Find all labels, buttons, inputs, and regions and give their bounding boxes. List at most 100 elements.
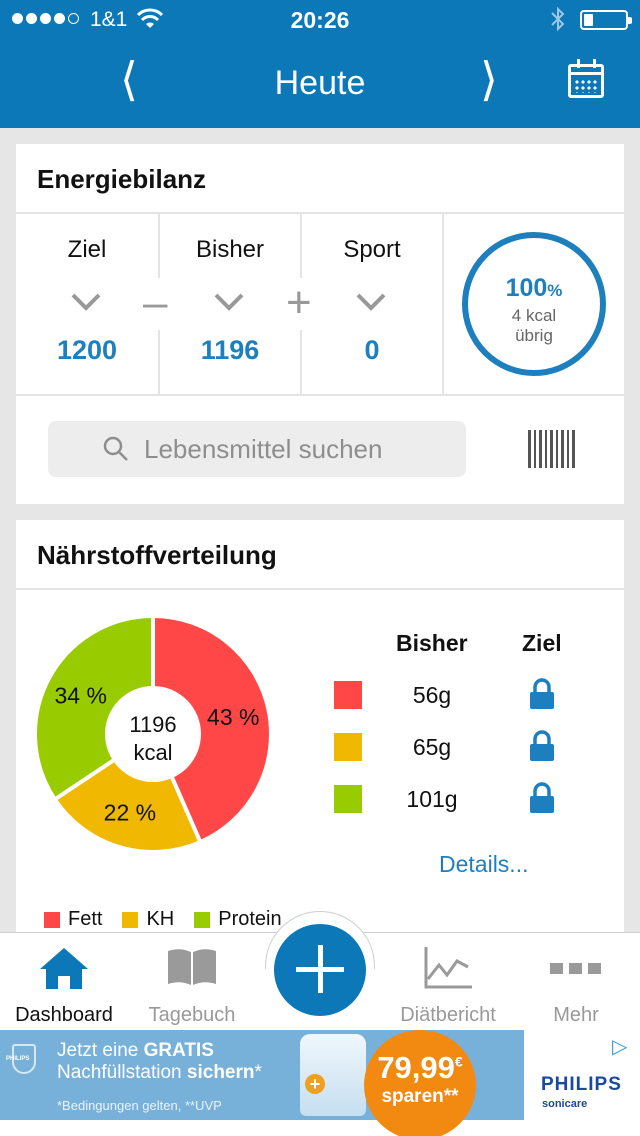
sport-value: 0 — [364, 335, 380, 365]
lock-icon[interactable] — [529, 730, 555, 762]
goal-stat[interactable]: Ziel 1200 — [16, 214, 158, 394]
column-header-goal: Ziel — [522, 630, 562, 656]
advertisement-banner[interactable]: PHILIPS Jetzt eine GRATIS Nachfüllstatio… — [0, 1030, 640, 1136]
legend-swatch — [122, 911, 139, 928]
chevron-down-icon — [71, 293, 101, 311]
divider — [158, 330, 160, 394]
carbs-color-swatch — [334, 733, 362, 761]
status-bar: 1&1 20:26 — [0, 0, 640, 40]
tab-more[interactable]: Mehr — [512, 933, 640, 1031]
chart-icon — [424, 947, 472, 989]
macro-pie-chart: 43 % 22 % 34 % 1196 kcal — [33, 614, 273, 854]
legend-label: KH — [146, 908, 175, 930]
legend-swatch — [194, 911, 211, 928]
protein-grams: 101g — [406, 786, 458, 812]
column-header-so-far: Bisher — [396, 630, 468, 656]
divider — [300, 330, 302, 394]
plus-icon: + — [305, 1074, 325, 1094]
signal-strength-icon — [12, 13, 79, 24]
chevron-down-icon — [214, 293, 244, 311]
lock-icon[interactable] — [529, 678, 555, 710]
legend-item-fat: Fett — [44, 908, 102, 931]
legend-item-carbs: KH — [122, 908, 174, 931]
legend-swatch — [44, 911, 60, 928]
philips-shield-logo: PHILIPS — [6, 1044, 36, 1074]
legend-label: Protein — [218, 908, 282, 930]
search-icon — [103, 436, 128, 461]
legend-label: Fett — [68, 908, 103, 930]
calendar-icon[interactable] — [568, 59, 604, 98]
details-link[interactable]: Details... — [439, 851, 529, 877]
remaining-percent: 100% — [505, 274, 563, 302]
remaining-calories-ring[interactable]: 100% 4 kcal übrig — [462, 232, 606, 376]
wifi-icon — [137, 8, 163, 28]
tab-label: Dashboard — [15, 1004, 113, 1026]
ad-headline-line1: Jetzt eine GRATIS — [57, 1040, 214, 1061]
bluetooth-icon — [551, 6, 565, 32]
previous-day-button[interactable]: ⟨ — [120, 53, 138, 105]
nutrient-distribution-card: Nährstoffverteilung 43 % 22 % 34 % 1196 kcal… — [16, 520, 624, 940]
ad-headline-line2: Nachfüllstation sichern* — [57, 1062, 262, 1083]
chevron-down-icon — [356, 293, 386, 311]
subbrand-logo: sonicare — [542, 1098, 588, 1110]
divider — [158, 214, 160, 278]
energy-balance-title: Energiebilanz — [37, 164, 207, 194]
adchoices-icon[interactable]: ▷ — [612, 1036, 628, 1058]
tab-label: Diätbericht — [400, 1004, 496, 1026]
goal-value: 1200 — [56, 335, 118, 365]
divider — [16, 394, 624, 396]
brand-logo: PHILIPS — [541, 1074, 622, 1095]
so-far-value: 1196 — [200, 335, 260, 365]
divider — [300, 214, 302, 278]
pie-center-value: 1196 — [129, 712, 176, 737]
page-title: Heute — [274, 64, 366, 102]
fat-color-swatch — [334, 681, 362, 709]
pie-label-fat: 43 % — [207, 704, 259, 730]
so-far-label: Bisher — [195, 236, 265, 263]
book-icon — [168, 949, 216, 985]
fat-grams: 56g — [412, 682, 452, 708]
carrier-name: 1&1 — [90, 8, 128, 31]
top-header: 1&1 20:26 ⟨ Heute ⟩ — [0, 0, 640, 128]
protein-color-swatch — [334, 785, 362, 813]
pie-center-unit: kcal — [133, 740, 172, 765]
more-icon — [550, 963, 601, 974]
remaining-kcal: 4 kcal — [511, 306, 557, 325]
goal-label: Ziel — [67, 236, 107, 263]
sport-label: Sport — [343, 236, 401, 263]
search-placeholder: Lebensmittel suchen — [144, 434, 383, 464]
tab-label: Mehr — [553, 1004, 599, 1026]
next-day-button[interactable]: ⟩ — [480, 53, 498, 105]
sport-stat[interactable]: Sport 0 — [301, 214, 443, 394]
add-entry-button[interactable] — [274, 924, 366, 1016]
food-search-input[interactable]: Lebensmittel suchen — [48, 421, 466, 477]
divider — [16, 588, 624, 590]
pie-label-carbs: 22 % — [104, 800, 156, 826]
tab-diet-report[interactable]: Diätbericht — [384, 933, 512, 1031]
pie-center-hole — [105, 686, 201, 782]
ad-disclaimer: *Bedingungen gelten, **UVP — [57, 1098, 222, 1113]
tab-diary[interactable]: Tagebuch — [128, 933, 256, 1031]
tab-dashboard[interactable]: Dashboard — [0, 933, 128, 1031]
tab-label: Tagebuch — [148, 1004, 236, 1026]
nutrient-distribution-title: Nährstoffverteilung — [37, 540, 277, 570]
battery-icon — [580, 10, 632, 30]
home-icon — [40, 948, 88, 989]
pie-label-protein: 34 % — [55, 682, 107, 708]
remaining-label: übrig — [515, 326, 553, 345]
price-note: sparen** — [381, 1086, 459, 1107]
divider — [16, 212, 624, 214]
price-value: 79,99€ — [377, 1050, 463, 1085]
divider — [442, 214, 444, 394]
barcode-scanner-icon[interactable] — [528, 430, 578, 468]
carbs-grams: 65g — [412, 734, 452, 760]
pie-slice-fat — [151, 614, 273, 845]
price-badge: 79,99€ sparen** — [364, 1030, 476, 1136]
legend-item-protein: Protein — [194, 908, 282, 931]
energy-balance-card: Energiebilanz Ziel 1200 – Bisher 1196 + … — [16, 144, 624, 504]
minus-operator: – — [143, 278, 168, 327]
lock-icon[interactable] — [529, 782, 555, 814]
so-far-stat[interactable]: Bisher 1196 — [159, 214, 301, 394]
pie-legend: Fett KH Protein — [44, 908, 282, 931]
status-time: 20:26 — [290, 7, 350, 33]
